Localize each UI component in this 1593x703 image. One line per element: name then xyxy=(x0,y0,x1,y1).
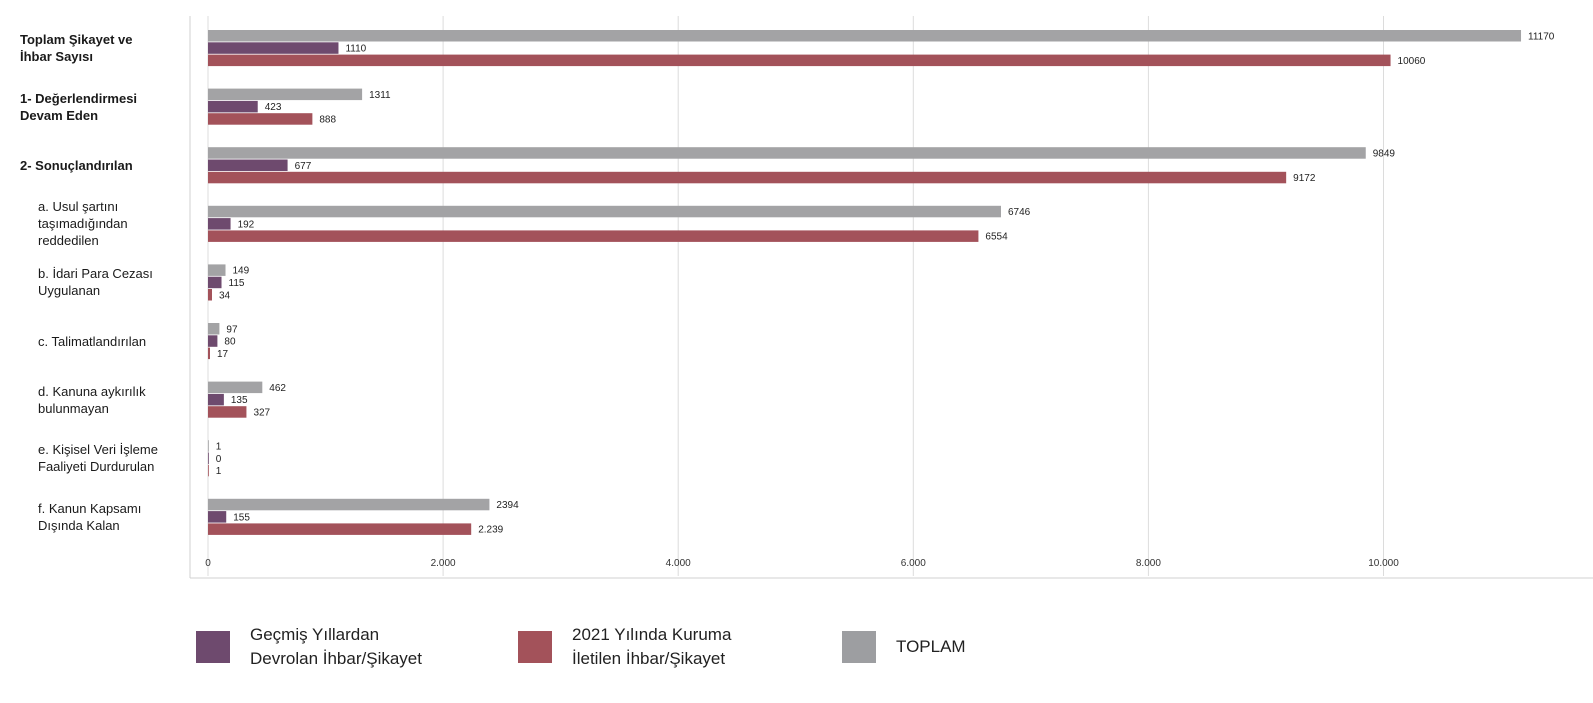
data-label-yil2021: 327 xyxy=(253,407,270,418)
data-label-yil2021: 34 xyxy=(219,290,231,301)
data-label-toplam: 6746 xyxy=(1008,207,1031,218)
x-tick-label: 2.000 xyxy=(431,558,456,569)
bar-toplam xyxy=(208,30,1522,42)
data-label-toplam: 1311 xyxy=(369,90,391,101)
bar-gecmis xyxy=(208,218,231,230)
legend-swatch xyxy=(842,631,876,663)
data-label-yil2021: 6554 xyxy=(985,232,1008,243)
x-tick-label: 8.000 xyxy=(1136,558,1161,569)
data-label-yil2021: 1 xyxy=(216,466,222,477)
category-label: a. Usul şartını taşımadığından reddedile… xyxy=(38,199,128,249)
category-label: c. Talimatlandırılan xyxy=(38,333,147,349)
bar-yil2021 xyxy=(208,523,472,535)
bar-gecmis xyxy=(208,276,222,289)
data-label-toplam: 2394 xyxy=(496,500,519,511)
data-label-gecmis: 192 xyxy=(238,219,255,230)
bar-yil2021 xyxy=(208,406,247,418)
legend-item-yil2021: 2021 Yılında Kuruma İletilen İhbar/Şikay… xyxy=(518,623,731,671)
legend-swatch xyxy=(196,631,230,663)
category-label: e. Kişisel Veri İşleme Faaliyeti Durduru… xyxy=(38,442,158,475)
legend-label: 2021 Yılında Kuruma İletilen İhbar/Şikay… xyxy=(572,625,732,668)
data-label-yil2021: 9172 xyxy=(1293,173,1316,184)
data-label-yil2021: 2.239 xyxy=(478,525,503,536)
data-label-yil2021: 17 xyxy=(217,349,229,360)
category-label: d. Kanuna aykırılık bulunmayan xyxy=(38,383,146,416)
data-label-gecmis: 0 xyxy=(216,454,222,465)
data-label-gecmis: 115 xyxy=(229,278,245,289)
data-label-yil2021: 10060 xyxy=(1398,56,1426,67)
bar-gecmis xyxy=(208,335,218,347)
legend-item-toplam: TOPLAM xyxy=(842,623,966,671)
bar-toplam xyxy=(208,205,1001,218)
legend-swatch xyxy=(518,631,552,663)
bar-toplam xyxy=(208,498,490,511)
bar-yil2021 xyxy=(208,171,1287,184)
bar-gecmis xyxy=(208,159,288,171)
bar-toplam xyxy=(208,88,363,101)
x-tick-label: 10.000 xyxy=(1368,558,1399,569)
data-label-gecmis: 155 xyxy=(233,512,250,523)
category-label: 2- Sonuçlandırılan xyxy=(20,157,133,173)
bar-gecmis xyxy=(208,511,227,523)
bar-yil2021 xyxy=(208,347,210,360)
bar-yil2021 xyxy=(208,289,212,301)
data-label-toplam: 149 xyxy=(233,266,250,277)
bar-toplam xyxy=(208,440,209,452)
data-label-toplam: 462 xyxy=(269,383,286,394)
legend-label: TOPLAM xyxy=(896,637,966,656)
bar-yil2021 xyxy=(208,464,209,477)
bar-toplam xyxy=(208,381,263,394)
data-label-toplam: 97 xyxy=(226,324,238,335)
data-label-gecmis: 80 xyxy=(224,337,236,348)
x-tick-label: 6.000 xyxy=(901,558,926,569)
category-label: f. Kanun Kapsamı Dışında Kalan xyxy=(38,500,142,533)
data-label-gecmis: 677 xyxy=(295,161,312,172)
bar-gecmis xyxy=(208,100,258,113)
data-label-yil2021: 888 xyxy=(319,114,336,125)
category-label: Toplam Şikayet ve İhbar Sayısı xyxy=(20,32,133,65)
bar-gecmis xyxy=(208,452,209,464)
x-tick-label: 0 xyxy=(205,558,211,569)
data-label-toplam: 1 xyxy=(216,441,222,452)
bar-toplam xyxy=(208,264,226,276)
legend-label: Geçmiş Yıllardan Devrolan İhbar/Şikayet xyxy=(250,625,422,668)
data-label-gecmis: 423 xyxy=(265,102,282,113)
category-label: 1- Değerlendirmesi Devam Eden xyxy=(20,90,138,123)
bar-gecmis xyxy=(208,42,339,54)
bar-toplam xyxy=(208,147,1366,159)
data-label-toplam: 11170 xyxy=(1528,31,1555,42)
category-label: b. İdari Para Cezası Uygulanan xyxy=(38,266,153,299)
bar-toplam xyxy=(208,323,220,335)
legend-item-gecmis: Geçmiş Yıllardan Devrolan İhbar/Şikayet xyxy=(196,623,422,671)
bar-gecmis xyxy=(208,393,224,406)
data-label-toplam: 9849 xyxy=(1373,148,1396,159)
x-tick-label: 4.000 xyxy=(666,558,691,569)
data-label-gecmis: 1110 xyxy=(345,44,366,55)
bar-yil2021 xyxy=(208,54,1391,67)
bar-yil2021 xyxy=(208,230,979,242)
data-label-gecmis: 135 xyxy=(231,395,248,406)
bar-yil2021 xyxy=(208,113,313,125)
